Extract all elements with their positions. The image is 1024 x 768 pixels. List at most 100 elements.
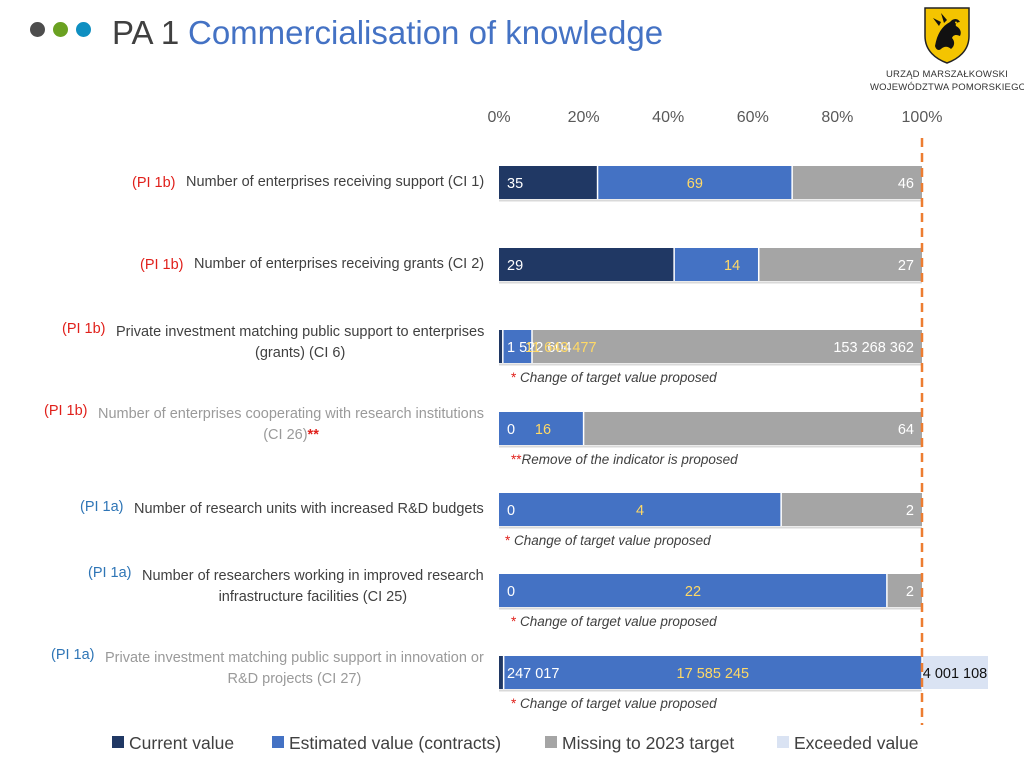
x-tick-label: 100% (902, 109, 943, 126)
bar-segment-estimated-value-contracts- (597, 166, 793, 199)
bar-segment-estimated-value-contracts- (503, 656, 922, 689)
bar-segment-current-value (499, 248, 675, 281)
change-note: **Remove of the indicator is proposed (511, 452, 738, 467)
priority-tag: (PI 1b) (132, 175, 176, 191)
priority-tag: (PI 1a) (80, 499, 124, 515)
bar-segment-exceeded-value (922, 656, 988, 689)
data-label: 247 017 (507, 666, 559, 682)
note-text: Change of target value proposed (510, 533, 711, 548)
data-label: 46 (898, 176, 914, 192)
x-tick-label: 20% (568, 109, 600, 126)
data-label: 4 (636, 503, 644, 519)
coat-of-arms-logo (924, 7, 970, 64)
indicator-label-line: Number of enterprises receiving grants (… (194, 256, 485, 272)
change-note: * Change of target value proposed (511, 370, 717, 385)
note-marker: * (511, 614, 517, 629)
indicator-label-line: Private investment matching public suppo… (105, 650, 484, 666)
legend-label: Current value (129, 733, 235, 753)
data-label: 22 (685, 584, 701, 600)
bar-segment-missing-to-2023-target (758, 248, 922, 281)
logo-text-line1: URZĄD MARSZAŁKOWSKI (885, 69, 1009, 80)
indicator-label: Number of enterprises receiving grants (… (194, 254, 484, 275)
change-note: * Change of target value proposed (511, 614, 717, 629)
priority-tag: (PI 1b) (140, 257, 184, 273)
legend-label: Estimated value (contracts) (289, 733, 502, 753)
indicator-label-line: Number of enterprises receiving support … (186, 174, 485, 190)
data-label: 0 (507, 584, 515, 600)
note-marker: * (511, 370, 517, 385)
bar-segment-missing-to-2023-target (781, 493, 922, 526)
legend-item: Estimated value (contracts) (272, 733, 501, 754)
header-dot-3 (76, 22, 91, 37)
x-tick-label: 60% (737, 109, 769, 126)
data-label: 4 001 108 (923, 666, 988, 682)
priority-tag: (PI 1b) (62, 321, 106, 337)
bar-segment-missing-to-2023-target (583, 412, 922, 445)
legend-item: Missing to 2023 target (545, 733, 734, 754)
indicator-label: Private investment matching public suppo… (105, 648, 484, 690)
indicator-label: Number of research units with increased … (134, 499, 484, 520)
indicator-label: Number of researchers working in improve… (142, 566, 484, 608)
data-label: 17 585 245 (677, 666, 750, 682)
note-text: Change of target value proposed (516, 370, 717, 385)
data-label: 2 (906, 503, 914, 519)
bar-segment-missing-to-2023-target (531, 330, 922, 363)
data-label: 64 (898, 422, 914, 438)
legend-swatch (272, 736, 284, 748)
bar-segment-missing-to-2023-target (792, 166, 922, 199)
indicator-label: Private investment matching public suppo… (116, 322, 484, 364)
note-marker: * (505, 533, 511, 548)
header-dot-1 (30, 22, 45, 37)
data-label: 0 (507, 503, 515, 519)
data-label: 153 268 362 (833, 340, 914, 356)
bar-segment-estimated-value-contracts- (499, 574, 887, 607)
legend-swatch (777, 736, 789, 748)
bar-segment-estimated-value-contracts- (499, 412, 584, 445)
chart-legend: Current value Estimated value (contracts)… (0, 733, 1024, 757)
data-label: 11 643 477 (525, 340, 597, 356)
priority-tag: (PI 1a) (51, 647, 95, 663)
header-dot-2 (53, 22, 68, 37)
note-marker: ** (511, 452, 522, 467)
bar-segment-current-value (499, 330, 503, 363)
x-tick-label: 40% (652, 109, 684, 126)
priority-tag: (PI 1a) (88, 565, 132, 581)
change-note: * Change of target value proposed (511, 696, 717, 711)
indicator-label: Number of enterprises receiving support … (186, 172, 484, 193)
legend-swatch (545, 736, 557, 748)
note-text: Remove of the indicator is proposed (521, 452, 738, 467)
priority-tag: (PI 1b) (44, 403, 88, 419)
bar-segment-current-value (499, 166, 598, 199)
indicator-label-line: Number of enterprises cooperating with r… (98, 406, 485, 422)
bar-segment-estimated-value-contracts- (499, 493, 782, 526)
indicator-label-line: infrastructure facilities (CI 25) (218, 589, 408, 605)
indicator-stars: ** (307, 427, 319, 443)
indicator-label-line: Private investment matching public suppo… (116, 324, 485, 340)
data-label: 14 (724, 258, 740, 274)
bar-segment-estimated-value-contracts- (502, 330, 532, 363)
legend-swatch (112, 736, 124, 748)
logo-text-line2: WOJEWÓDZTWA POMORSKIEGO (870, 82, 1024, 93)
indicator-label-line: (grants) (CI 6) (255, 345, 346, 361)
indicator-label-line: (CI 26)** (263, 427, 319, 443)
data-label: 35 (507, 176, 523, 192)
note-marker: * (511, 696, 517, 711)
x-tick-label: 0% (487, 109, 510, 126)
legend-item: Current value (112, 733, 234, 754)
indicator-label-line: Number of researchers working in improve… (142, 568, 484, 584)
data-label: 27 (898, 258, 914, 274)
data-label: 1 522 604 (507, 340, 572, 356)
change-note: * Change of target value proposed (505, 533, 711, 548)
bar-segment-current-value (499, 656, 504, 689)
note-text: Change of target value proposed (516, 614, 717, 629)
indicator-label: Number of enterprises cooperating with r… (98, 404, 484, 446)
data-label: 2 (906, 584, 914, 600)
bar-segment-missing-to-2023-target (886, 574, 922, 607)
indicator-label-line: R&D projects (CI 27) (227, 671, 362, 687)
x-tick-label: 80% (821, 109, 853, 126)
legend-label: Missing to 2023 target (562, 733, 735, 753)
page-title: Commercialisation of knowledge (188, 14, 664, 51)
legend-label: Exceeded value (794, 733, 919, 753)
legend-item: Exceeded value (777, 733, 919, 754)
page-title-prefix: PA 1 (112, 14, 180, 51)
